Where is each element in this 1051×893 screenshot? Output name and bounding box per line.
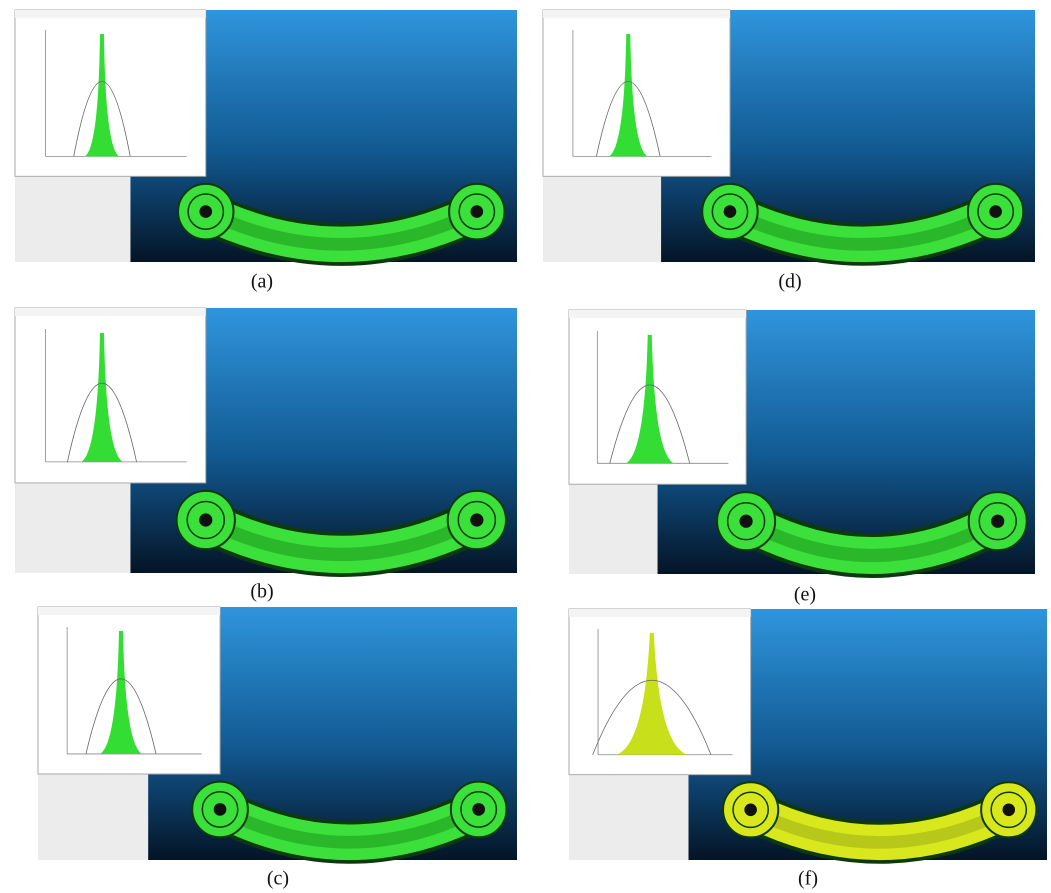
part-ring xyxy=(977,193,1015,230)
window-titlebar xyxy=(569,310,747,318)
caption: (c) xyxy=(267,868,289,890)
part-hole xyxy=(1002,803,1016,817)
window-titlebar xyxy=(38,607,221,615)
part-ring xyxy=(187,193,225,230)
part-slot xyxy=(723,205,1002,251)
part-ring xyxy=(990,791,1028,829)
fit-curve xyxy=(67,382,137,462)
histogram-fill xyxy=(616,632,688,755)
part-ring xyxy=(726,501,766,541)
fit-curve xyxy=(592,679,712,755)
part-hole xyxy=(989,205,1002,218)
part-ring xyxy=(711,193,749,230)
caption: (b) xyxy=(250,581,273,603)
part-ring xyxy=(460,790,498,828)
caption: (f) xyxy=(798,868,818,890)
part-hole xyxy=(739,514,753,528)
screenshot xyxy=(542,9,1035,266)
part-hole xyxy=(723,205,737,218)
window-titlebar xyxy=(15,308,206,316)
part-ring xyxy=(201,790,239,828)
screenshot xyxy=(14,307,517,577)
part-ring xyxy=(186,500,226,540)
part-slot xyxy=(199,205,484,251)
caption: (d) xyxy=(778,271,801,293)
part-slot xyxy=(213,803,486,849)
part-hole xyxy=(213,803,227,816)
part-ring xyxy=(732,791,769,829)
part-slot xyxy=(199,513,484,562)
fit-curve xyxy=(85,678,157,755)
caption: (e) xyxy=(794,584,816,606)
screenshot xyxy=(14,9,517,266)
part-hole xyxy=(199,205,213,218)
fit-curve xyxy=(596,81,661,157)
part-slot xyxy=(744,803,1016,849)
part-hole xyxy=(991,514,1005,528)
fit-curve xyxy=(73,81,131,157)
histogram-fill xyxy=(85,33,119,157)
histogram-fill xyxy=(625,334,674,464)
part-hole xyxy=(472,803,486,816)
part-hole xyxy=(744,803,757,817)
histogram-fill xyxy=(99,631,143,754)
histogram-fill xyxy=(609,33,648,157)
screenshot xyxy=(568,608,1047,864)
part-slot xyxy=(739,514,1005,563)
histogram-fill xyxy=(81,332,123,462)
window-titlebar xyxy=(543,10,730,18)
part-hole xyxy=(199,513,213,527)
screenshot xyxy=(37,606,518,864)
part-ring xyxy=(978,501,1017,541)
part-ring xyxy=(458,193,496,230)
caption: (a) xyxy=(251,271,273,293)
fit-curve xyxy=(609,384,691,464)
part-hole xyxy=(470,513,484,527)
part-hole xyxy=(470,205,484,218)
screenshot xyxy=(568,309,1035,578)
histogram-window xyxy=(37,606,221,775)
part-ring xyxy=(457,500,497,540)
window-titlebar xyxy=(569,609,751,617)
window-titlebar xyxy=(15,10,206,18)
